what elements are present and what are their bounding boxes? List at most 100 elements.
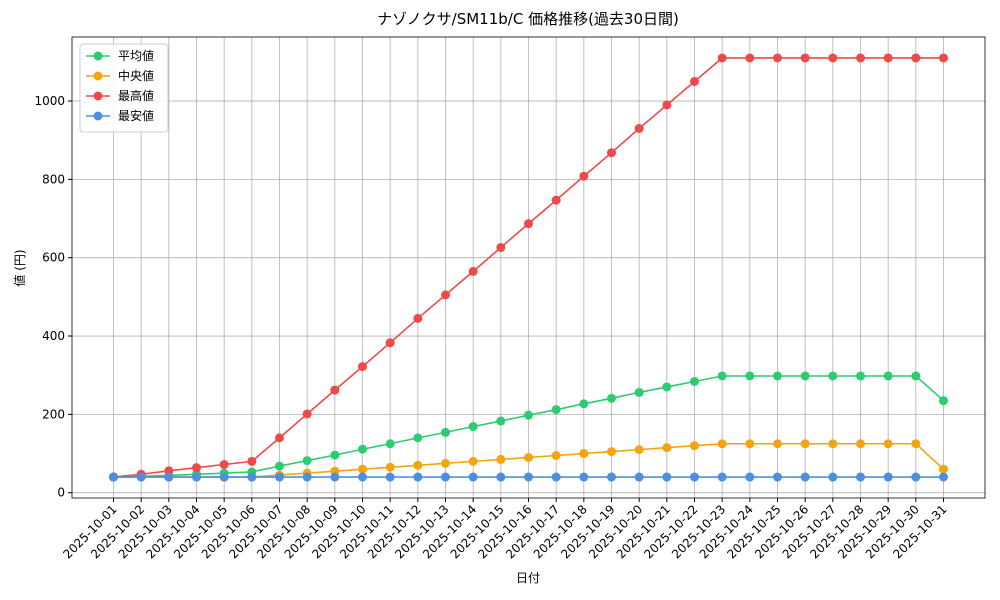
data-point: [219, 472, 229, 482]
legend-label: 平均値: [118, 48, 154, 63]
data-point: [468, 472, 478, 482]
y-tick-label: 200: [42, 407, 65, 421]
data-point: [524, 219, 533, 229]
data-point: [358, 464, 367, 474]
data-point: [579, 472, 589, 482]
data-point: [330, 472, 340, 482]
data-point: [800, 439, 810, 449]
data-point: [690, 76, 699, 86]
data-point: [800, 371, 810, 381]
data-point: [275, 433, 284, 443]
data-point: [911, 439, 921, 449]
data-point: [690, 376, 699, 386]
data-point: [524, 452, 533, 462]
data-point: [358, 444, 367, 454]
data-point: [634, 123, 644, 133]
data-point: [579, 171, 589, 181]
data-point: [690, 472, 699, 482]
data-point: [551, 472, 561, 482]
data-point: [441, 472, 450, 482]
data-point: [773, 371, 782, 381]
data-point: [330, 385, 340, 395]
data-point: [275, 461, 284, 471]
data-point: [911, 472, 921, 482]
data-point: [551, 195, 561, 205]
data-point: [828, 53, 838, 63]
y-axis-label: 値 (円): [12, 249, 27, 286]
data-point: [662, 472, 672, 482]
data-point: [385, 472, 395, 482]
data-point: [192, 463, 201, 473]
data-point: [496, 454, 506, 464]
x-axis-label: 日付: [516, 571, 540, 585]
data-point: [192, 472, 201, 482]
data-point: [800, 53, 810, 63]
data-point: [496, 416, 506, 426]
data-point: [911, 53, 921, 63]
data-point: [773, 472, 782, 482]
data-point: [717, 472, 727, 482]
data-point: [939, 396, 948, 406]
data-point: [745, 439, 755, 449]
data-point: [579, 399, 589, 409]
data-point: [773, 439, 782, 449]
data-point: [136, 472, 146, 482]
data-point: [358, 472, 367, 482]
data-point: [883, 53, 893, 63]
data-point: [330, 450, 340, 460]
data-point: [247, 456, 257, 466]
data-point: [939, 53, 948, 63]
data-point: [828, 472, 838, 482]
data-point: [413, 433, 423, 443]
legend-label: 最安値: [118, 108, 154, 123]
chart-title: ナゾノクサ/SM11b/C 価格推移(過去30日間): [377, 10, 679, 28]
data-point: [883, 439, 893, 449]
data-point: [275, 472, 284, 482]
data-point: [441, 458, 450, 468]
data-point: [939, 464, 948, 474]
data-point: [496, 472, 506, 482]
data-point: [800, 472, 810, 482]
data-point: [302, 472, 312, 482]
data-point: [773, 53, 782, 63]
y-tick-label: 0: [57, 486, 65, 500]
data-point: [358, 362, 367, 372]
data-point: [717, 53, 727, 63]
data-point: [551, 451, 561, 461]
data-point: [468, 422, 478, 432]
data-point: [524, 472, 533, 482]
data-point: [385, 439, 395, 449]
data-point: [164, 472, 174, 482]
data-point: [828, 439, 838, 449]
data-point: [662, 100, 672, 110]
data-point: [634, 445, 644, 455]
legend-label: 中央値: [118, 68, 154, 83]
data-point: [551, 405, 561, 415]
data-point: [385, 338, 395, 348]
legend-label: 最高値: [118, 88, 154, 103]
data-point: [524, 410, 533, 420]
legend-marker: [93, 71, 103, 81]
data-point: [828, 371, 838, 381]
data-point: [883, 371, 893, 381]
data-point: [413, 460, 423, 470]
data-point: [219, 460, 229, 470]
data-point: [164, 466, 174, 476]
y-tick-label: 600: [42, 251, 65, 265]
legend-marker: [93, 51, 103, 61]
data-point: [302, 409, 312, 419]
data-point: [939, 472, 948, 482]
data-point: [441, 427, 450, 437]
data-point: [856, 439, 865, 449]
data-point: [634, 472, 644, 482]
data-point: [247, 472, 257, 482]
data-point: [579, 449, 589, 459]
data-point: [385, 462, 395, 472]
data-point: [634, 387, 644, 397]
data-point: [109, 472, 118, 482]
plot-frame: [71, 36, 986, 499]
data-point: [662, 443, 672, 453]
data-point: [911, 371, 921, 381]
legend-box: [79, 43, 169, 133]
